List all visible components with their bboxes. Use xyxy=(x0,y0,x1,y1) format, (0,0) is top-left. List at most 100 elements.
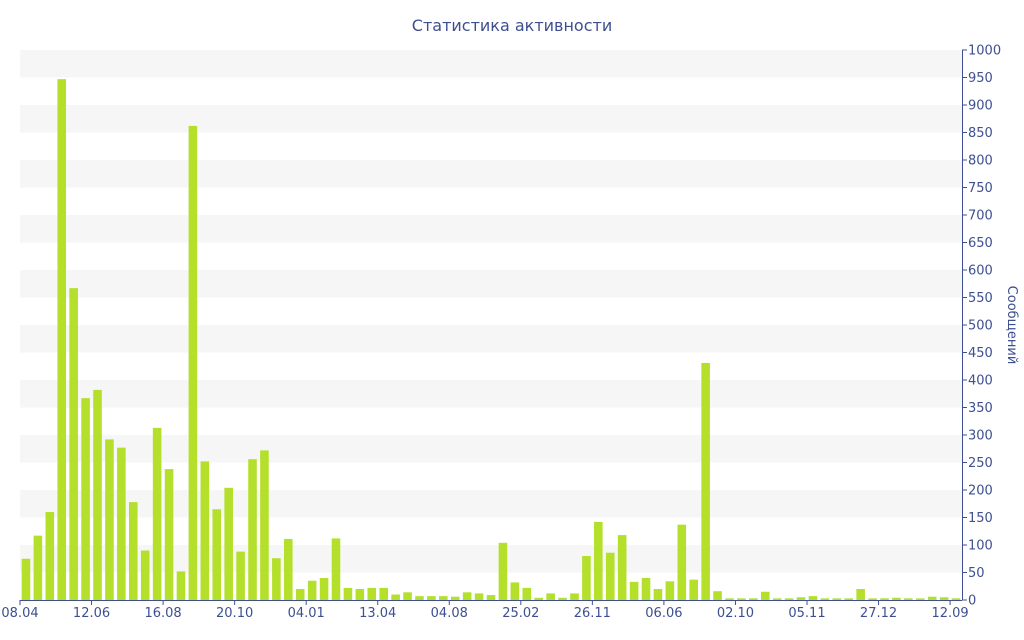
bar[interactable] xyxy=(844,598,854,600)
bar[interactable] xyxy=(128,502,138,600)
bar[interactable] xyxy=(164,469,174,600)
bar[interactable] xyxy=(582,556,591,600)
bar[interactable] xyxy=(701,362,710,600)
x-tick-label: 27.12 xyxy=(860,606,897,621)
chart-title: Статистика активности xyxy=(412,16,612,35)
bar[interactable] xyxy=(594,521,603,600)
bar[interactable] xyxy=(21,558,31,600)
bar[interactable] xyxy=(474,593,484,600)
bar[interactable] xyxy=(558,597,567,600)
bar[interactable] xyxy=(212,509,222,600)
x-tick-label: 12.09 xyxy=(931,606,968,621)
y-tick-label: 500 xyxy=(968,319,993,334)
bar[interactable] xyxy=(248,459,257,600)
bar[interactable] xyxy=(117,447,126,600)
x-ticks: 08.04 12.06 16.08 20.10 04.01 13.04 04.08 25.02… xyxy=(1,600,969,621)
bar[interactable] xyxy=(534,597,543,600)
bar[interactable] xyxy=(450,596,460,600)
y-tick-label: 0 xyxy=(968,594,976,609)
bar[interactable] xyxy=(760,591,770,600)
bar[interactable] xyxy=(820,598,830,600)
bar[interactable] xyxy=(653,589,663,600)
bar[interactable] xyxy=(33,535,43,600)
bar[interactable] xyxy=(904,598,913,600)
bar[interactable] xyxy=(713,591,722,600)
bar[interactable] xyxy=(892,597,901,600)
bar[interactable] xyxy=(152,427,162,600)
bar[interactable] xyxy=(927,596,937,600)
bar[interactable] xyxy=(415,596,424,600)
bar[interactable] xyxy=(796,597,806,600)
x-tick-label: 25.02 xyxy=(502,606,539,621)
bar[interactable] xyxy=(224,487,233,600)
x-tick-label: 16.08 xyxy=(144,606,181,621)
bar[interactable] xyxy=(737,598,746,600)
y-tick-label: 400 xyxy=(968,374,993,389)
bar[interactable] xyxy=(677,524,687,600)
bar[interactable] xyxy=(832,598,842,600)
bar[interactable] xyxy=(462,592,472,600)
bar[interactable] xyxy=(45,512,55,600)
x-tick-label: 08.04 xyxy=(1,606,38,621)
bar[interactable] xyxy=(522,587,532,600)
bar[interactable] xyxy=(427,596,436,600)
bar[interactable] xyxy=(784,598,794,600)
bar[interactable] xyxy=(725,598,734,600)
bar[interactable] xyxy=(57,79,67,600)
bar[interactable] xyxy=(439,596,448,600)
bar[interactable] xyxy=(605,552,615,600)
bar[interactable] xyxy=(939,597,949,600)
bar[interactable] xyxy=(93,389,102,600)
bar[interactable] xyxy=(81,398,90,600)
bar[interactable] xyxy=(272,558,281,600)
bar[interactable] xyxy=(498,542,508,600)
bar[interactable] xyxy=(951,598,961,600)
y-tick-label: 800 xyxy=(968,154,993,169)
bar[interactable] xyxy=(236,551,245,600)
bar[interactable] xyxy=(915,598,925,600)
bar[interactable] xyxy=(331,538,341,600)
y-tick-label: 750 xyxy=(968,181,993,196)
bar[interactable] xyxy=(391,594,400,601)
bar[interactable] xyxy=(808,596,818,600)
bar[interactable] xyxy=(367,587,377,600)
bar[interactable] xyxy=(689,579,699,600)
y-tick-label: 450 xyxy=(968,346,993,361)
bar[interactable] xyxy=(629,581,639,600)
bar[interactable] xyxy=(200,461,210,600)
y-tick-label: 100 xyxy=(968,539,993,554)
bar[interactable] xyxy=(546,593,555,600)
y-tick-label: 200 xyxy=(968,484,993,499)
bar[interactable] xyxy=(617,535,627,600)
bar[interactable] xyxy=(641,578,651,600)
bar[interactable] xyxy=(319,578,329,600)
bar[interactable] xyxy=(856,589,865,600)
bar[interactable] xyxy=(295,589,305,600)
y-tick-label: 700 xyxy=(968,209,993,224)
bar[interactable] xyxy=(355,589,365,600)
bar[interactable] xyxy=(868,598,877,600)
bar[interactable] xyxy=(772,598,782,600)
x-tick-label: 26.11 xyxy=(574,606,611,621)
bar[interactable] xyxy=(140,550,150,601)
bar[interactable] xyxy=(510,582,520,600)
bar[interactable] xyxy=(570,593,579,600)
bar[interactable] xyxy=(343,587,353,600)
bar[interactable] xyxy=(188,125,198,601)
bar[interactable] xyxy=(284,538,293,600)
bar[interactable] xyxy=(69,288,78,600)
bar[interactable] xyxy=(379,587,388,600)
bar[interactable] xyxy=(260,450,269,600)
grid-band xyxy=(20,325,962,353)
y-tick-label: 50 xyxy=(968,566,985,581)
bar[interactable] xyxy=(307,580,317,600)
bar[interactable] xyxy=(665,581,675,600)
x-tick-label: 20.10 xyxy=(216,606,253,621)
bar[interactable] xyxy=(403,592,412,600)
bar[interactable] xyxy=(176,571,186,600)
bar[interactable] xyxy=(749,598,758,600)
bar[interactable] xyxy=(105,439,114,600)
bar[interactable] xyxy=(880,598,889,600)
bar[interactable] xyxy=(486,595,496,600)
